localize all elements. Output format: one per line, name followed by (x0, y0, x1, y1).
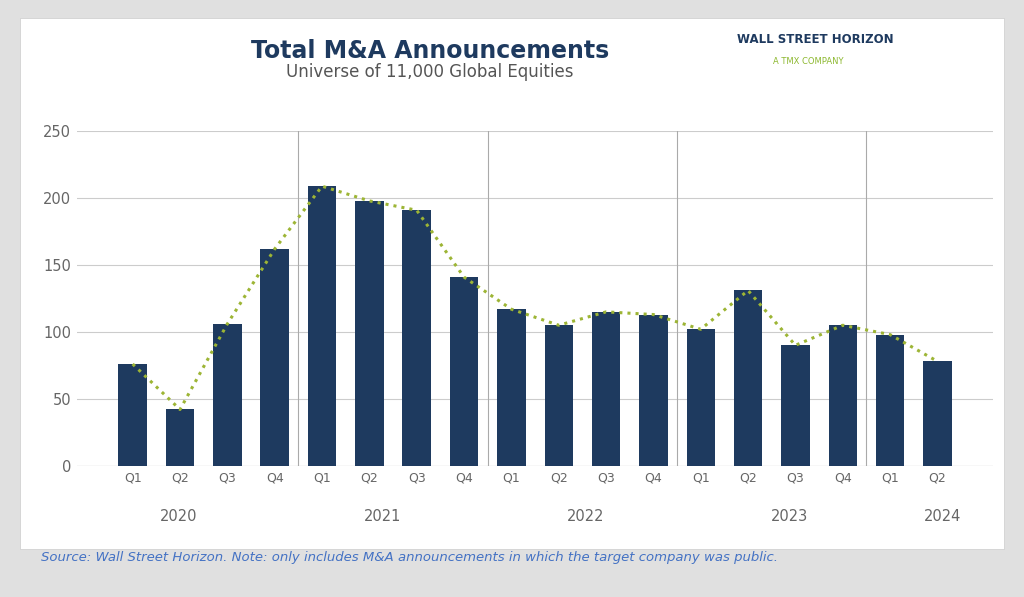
Bar (592, 312, 621, 466)
Text: Source: Wall Street Horizon. Note: only includes M&A announcements in which the : Source: Wall Street Horizon. Note: only … (41, 551, 778, 564)
Bar (213, 324, 242, 466)
Bar (355, 201, 384, 466)
Text: Total M&A Announcements: Total M&A Announcements (251, 39, 609, 63)
Text: 2020: 2020 (160, 509, 198, 524)
Text: WALL STREET HORIZON: WALL STREET HORIZON (737, 33, 894, 46)
Bar (166, 410, 195, 466)
Text: 2021: 2021 (364, 509, 401, 524)
Text: 2022: 2022 (567, 509, 605, 524)
Bar (924, 361, 951, 466)
Bar (639, 315, 668, 466)
Bar (734, 291, 762, 466)
Bar (260, 249, 289, 466)
Bar (876, 334, 904, 466)
Bar (781, 345, 810, 466)
Text: Universe of 11,000 Global Equities: Universe of 11,000 Global Equities (287, 63, 573, 81)
Bar (119, 364, 146, 466)
Bar (402, 210, 431, 466)
Text: 2023: 2023 (771, 509, 808, 524)
Bar (828, 325, 857, 466)
Bar (498, 309, 525, 466)
Text: A TMX COMPANY: A TMX COMPANY (773, 57, 844, 66)
Text: 2024: 2024 (924, 509, 962, 524)
Bar (308, 186, 336, 466)
Bar (450, 277, 478, 466)
Bar (686, 330, 715, 466)
Bar (545, 325, 572, 466)
